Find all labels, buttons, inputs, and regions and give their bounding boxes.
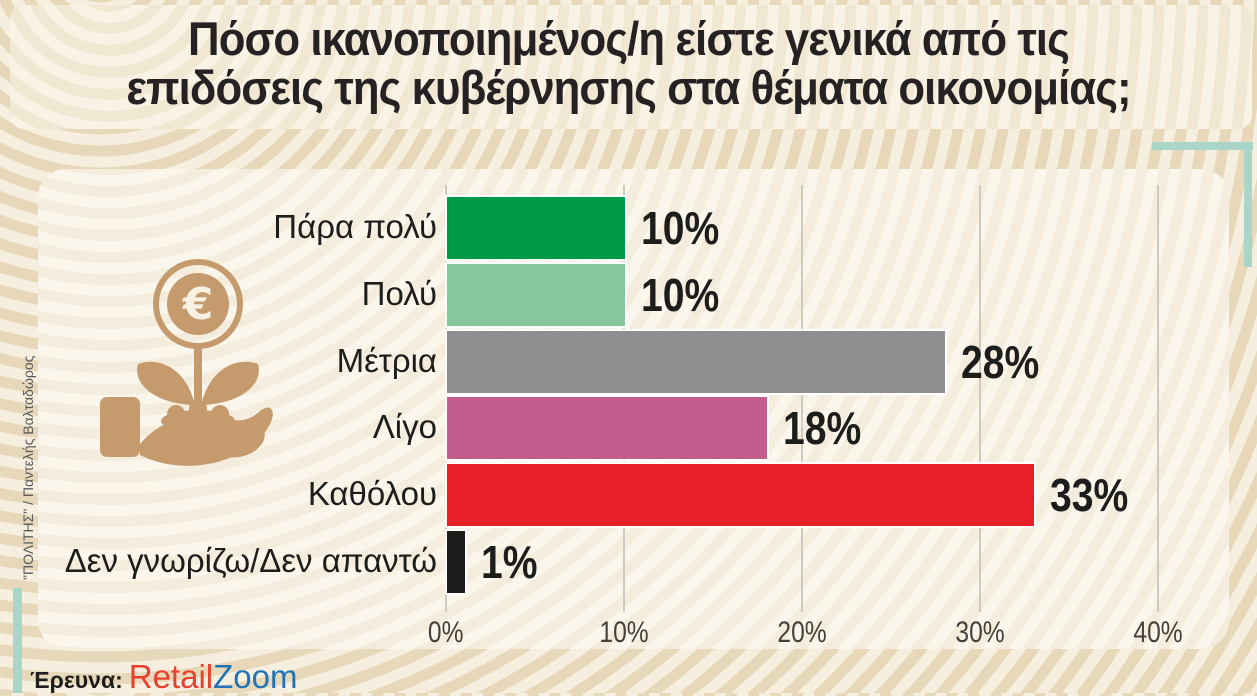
title-panel	[10, 5, 1252, 129]
bar	[447, 331, 945, 393]
vertical-credit: "ΠΟΛΙΤΗΣ" / Παντελής Βαλταδώρος	[20, 355, 36, 580]
bar-value-label: 18%	[783, 402, 862, 454]
retailzoom-logo-retail: Retail	[128, 658, 214, 695]
bar-row: Καθόλου 33%	[0, 464, 1257, 526]
teal-bottom-left-accent	[13, 588, 22, 693]
gridline	[1157, 185, 1159, 612]
survey-label: Έρευνα:	[30, 667, 123, 693]
gridline	[801, 185, 803, 612]
bar-row: Μέτρια 28%	[0, 331, 1257, 393]
page-title-line2: επιδόσεις της κυβέρνησης στα θέματα οικο…	[126, 61, 1131, 114]
bar-category-label: Πολύ	[361, 275, 437, 312]
bar-row: Δεν γνωρίζω/Δεν απαντώ 1%	[0, 531, 1257, 593]
bar	[447, 464, 1034, 526]
teal-corner-accent-horizontal	[1152, 142, 1253, 150]
retailzoom-logo-zoom: Zoom	[213, 658, 298, 695]
bar-row: Πολύ 10%	[0, 264, 1257, 326]
bar	[447, 531, 465, 593]
bar-value-label: 1%	[481, 536, 538, 588]
x-axis-tick-label: 30%	[955, 616, 1005, 649]
svg-text:€: €	[182, 279, 214, 330]
bar-category-label: Καθόλου	[307, 475, 437, 512]
bar	[447, 197, 625, 259]
bar-category-label: Πάρα πολύ	[273, 208, 437, 245]
bar-category-label: Λίγο	[372, 408, 437, 445]
bar-value-label: 10%	[641, 202, 720, 254]
bar-value-label: 10%	[641, 269, 720, 321]
source-line: Έρευνα: Retail Zoom	[30, 658, 297, 696]
gridline	[979, 185, 981, 612]
x-axis-tick-label: 10%	[599, 616, 649, 649]
bar	[447, 264, 625, 326]
bar-row: Πάρα πολύ 10%	[0, 197, 1257, 259]
bar-category-label: Δεν γνωρίζω/Δεν απαντώ	[64, 542, 437, 579]
page-title-line1: Πόσο ικανοποιημένος/η είστε γενικά από τ…	[188, 12, 1070, 65]
hand-holding-euro-plant-icon: €	[98, 252, 278, 477]
gridline	[445, 185, 447, 612]
bar-row: Λίγο 18%	[0, 397, 1257, 459]
teal-corner-accent-vertical	[1244, 142, 1252, 267]
x-axis-tick-label: 40%	[1133, 616, 1183, 649]
bar-value-label: 33%	[1050, 469, 1129, 521]
x-axis-tick-label: 20%	[777, 616, 827, 649]
page-title: Πόσο ικανοποιημένος/η είστε γενικά από τ…	[44, 14, 1213, 112]
bar	[447, 397, 767, 459]
bar-category-label: Μέτρια	[336, 342, 437, 379]
x-axis-tick-label: 0%	[428, 616, 464, 649]
bar-value-label: 28%	[961, 336, 1040, 388]
